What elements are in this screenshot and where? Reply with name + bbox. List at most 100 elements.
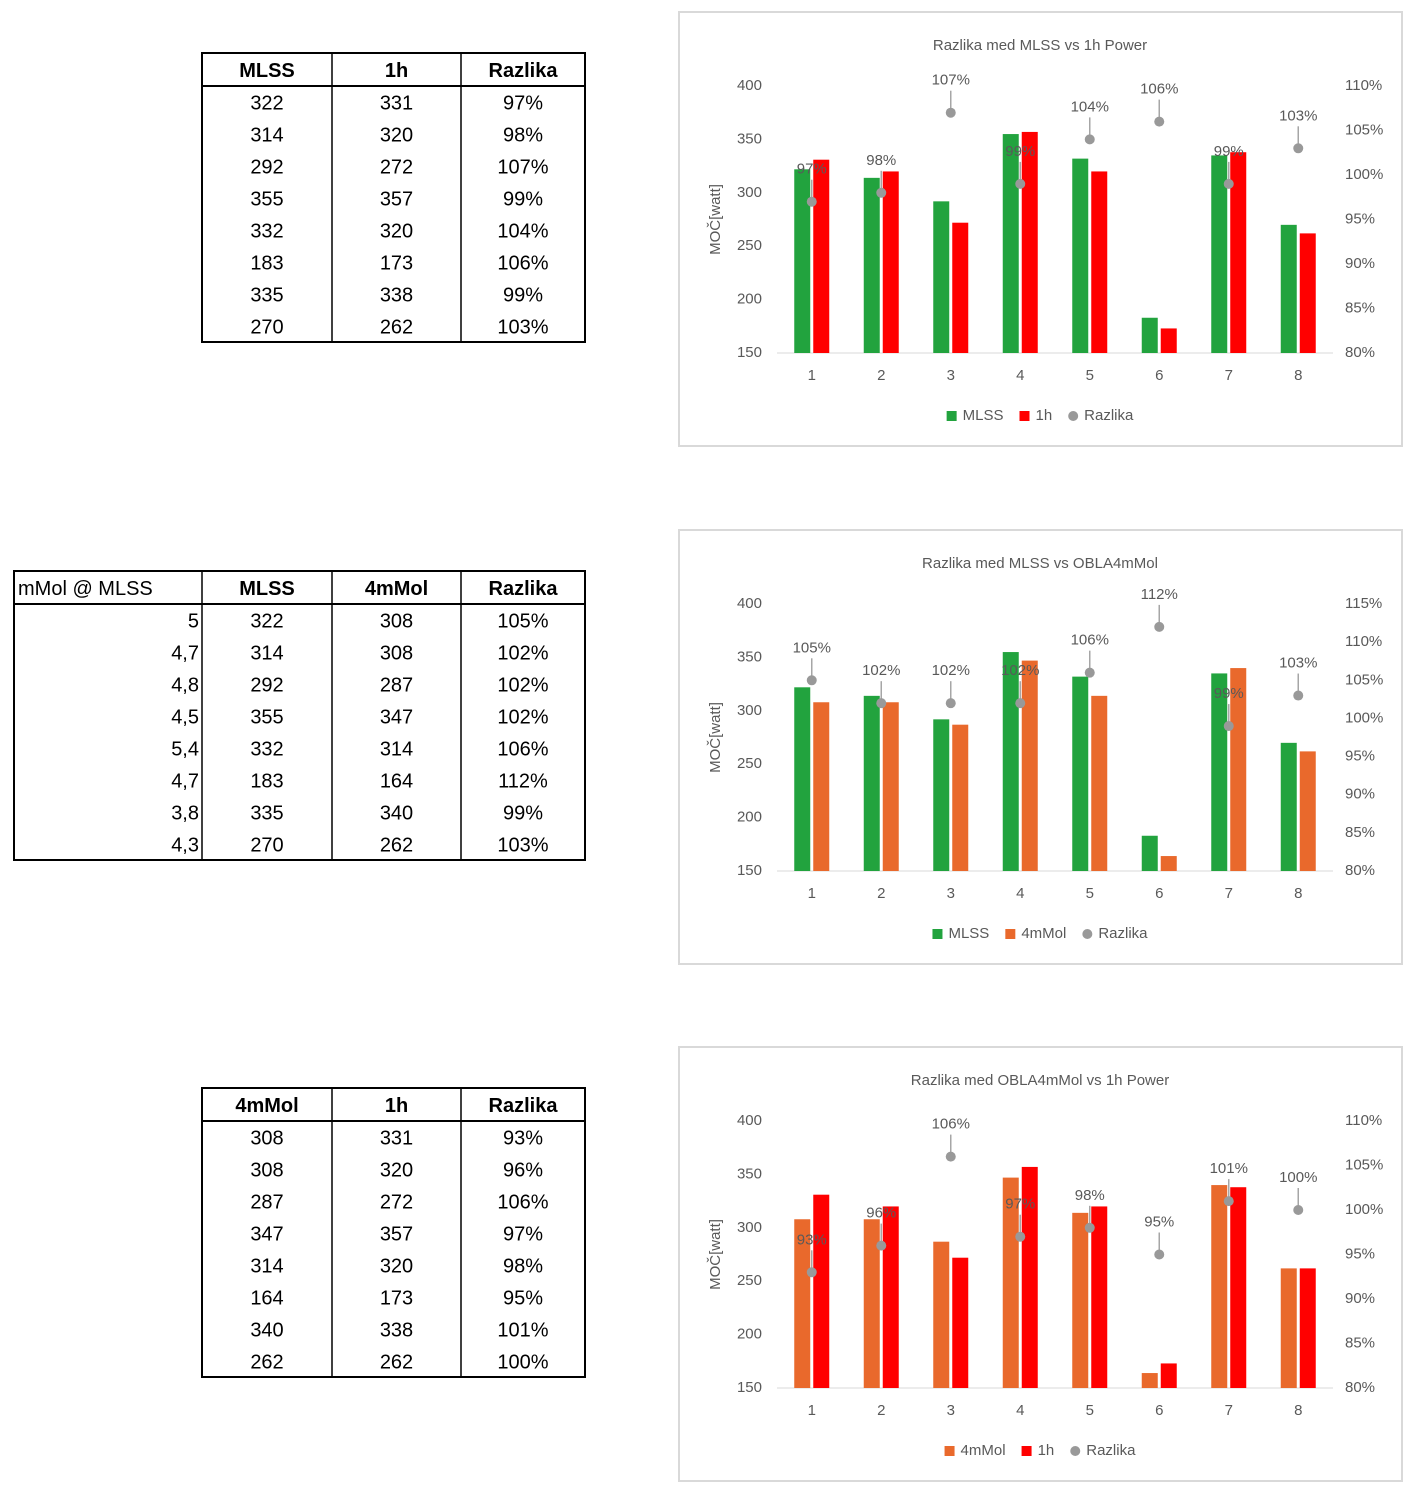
y2-tick-label: 85% (1345, 299, 1375, 316)
table-cell: 100% (497, 1351, 548, 1373)
legend-marker (1068, 411, 1079, 421)
table-cell: 98% (503, 124, 543, 146)
table-cell: 357 (380, 1223, 413, 1245)
y-tick-label: 250 (737, 237, 762, 254)
table-cell: 262 (380, 316, 413, 338)
table-cell: 292 (250, 674, 283, 696)
y-tick-label: 150 (737, 344, 762, 361)
point (945, 698, 956, 709)
table-border (13, 570, 586, 861)
table-cell: 101% (497, 1319, 548, 1341)
table-cell: 332 (250, 220, 283, 242)
y-tick-label: 300 (737, 702, 762, 719)
y2-tick-label: 95% (1345, 1245, 1375, 1262)
table-cell: 308 (380, 642, 413, 664)
bar (1141, 317, 1158, 353)
data-label: 105% (793, 639, 831, 656)
table-cell: 340 (380, 802, 413, 824)
table-cell: 262 (380, 834, 413, 856)
bar (1002, 652, 1019, 871)
point (945, 1151, 956, 1162)
data-label: 102% (862, 662, 900, 679)
legend-label: Razlika (1098, 925, 1148, 942)
table-cell: 320 (380, 124, 413, 146)
x-tick-label: 8 (1294, 1402, 1302, 1419)
table-cell: 270 (250, 316, 283, 338)
bar (882, 171, 899, 353)
table-cell: 262 (250, 1351, 283, 1373)
table-cell: 322 (250, 610, 283, 632)
legend-label: 1h (1038, 1442, 1055, 1459)
y-axis-label: MOČ[watt] (707, 184, 724, 255)
bar (1299, 233, 1316, 353)
table-cell: 4,5 (171, 706, 199, 728)
table-cell: 331 (380, 92, 413, 114)
point (876, 187, 887, 198)
point (876, 698, 887, 709)
chart-title: Razlika med MLSS vs 1h Power (933, 37, 1147, 54)
table-border (201, 52, 586, 343)
y-tick-label: 400 (737, 77, 762, 94)
point (876, 1240, 887, 1251)
bar (1091, 1206, 1108, 1388)
x-tick-label: 1 (808, 1402, 816, 1419)
point (945, 107, 956, 118)
table-cell: 4,7 (171, 770, 199, 792)
table-cell: 308 (250, 1159, 283, 1181)
y2-tick-label: 100% (1345, 709, 1383, 726)
table-cell: 355 (250, 706, 283, 728)
x-tick-label: 8 (1294, 367, 1302, 384)
x-tick-label: 1 (808, 885, 816, 902)
x-tick-label: 4 (1016, 885, 1024, 902)
bar (882, 702, 899, 871)
table-cell: 262 (380, 1351, 413, 1373)
table-header: MLSS (239, 578, 295, 600)
table-cell: 335 (250, 284, 283, 306)
bar (1072, 1212, 1089, 1388)
legend-marker (1021, 1446, 1032, 1456)
table-cell: 314 (250, 642, 283, 664)
table-border (201, 1087, 586, 1378)
table-cell: 270 (250, 834, 283, 856)
point (1223, 1196, 1234, 1207)
data-label: 99% (1005, 143, 1035, 160)
y-tick-label: 350 (737, 130, 762, 147)
table-cell: 340 (250, 1319, 283, 1341)
bar (794, 169, 811, 353)
bar (1091, 695, 1108, 871)
bar (863, 695, 880, 871)
data-label: 112% (1141, 586, 1178, 603)
bar (1299, 1268, 1316, 1388)
data-label: 103% (1279, 655, 1317, 672)
table-cell: 99% (503, 802, 543, 824)
table-cell: 287 (250, 1191, 283, 1213)
y2-tick-label: 105% (1345, 671, 1383, 688)
x-tick-label: 3 (947, 1402, 955, 1419)
table-header: mMol @ MLSS (18, 578, 153, 600)
bar (1072, 158, 1089, 353)
table-cell: 3,8 (171, 802, 199, 824)
bar (794, 1219, 811, 1388)
table-cell: 287 (380, 674, 413, 696)
bar (1141, 1373, 1158, 1388)
point (1223, 178, 1234, 189)
table-cell: 331 (380, 1127, 413, 1149)
x-tick-label: 7 (1225, 1402, 1233, 1419)
x-tick-label: 2 (877, 367, 885, 384)
legend-label: MLSS (963, 407, 1004, 424)
table-cell: 164 (250, 1287, 283, 1309)
bar (1230, 152, 1247, 353)
table-cell: 97% (503, 1223, 543, 1245)
table-cell: 314 (380, 738, 413, 760)
point (1293, 1205, 1304, 1215)
table-cell: 102% (497, 674, 548, 696)
x-tick-label: 5 (1086, 1402, 1094, 1419)
y-tick-label: 400 (737, 1112, 762, 1129)
bar (1002, 134, 1019, 353)
bar (1002, 1177, 1019, 1388)
table-cell: 99% (503, 188, 543, 210)
legend-label: 4mMol (1021, 925, 1066, 942)
table-header: 4mMol (235, 1095, 298, 1117)
table-cell: 314 (250, 124, 283, 146)
bar (794, 687, 811, 871)
